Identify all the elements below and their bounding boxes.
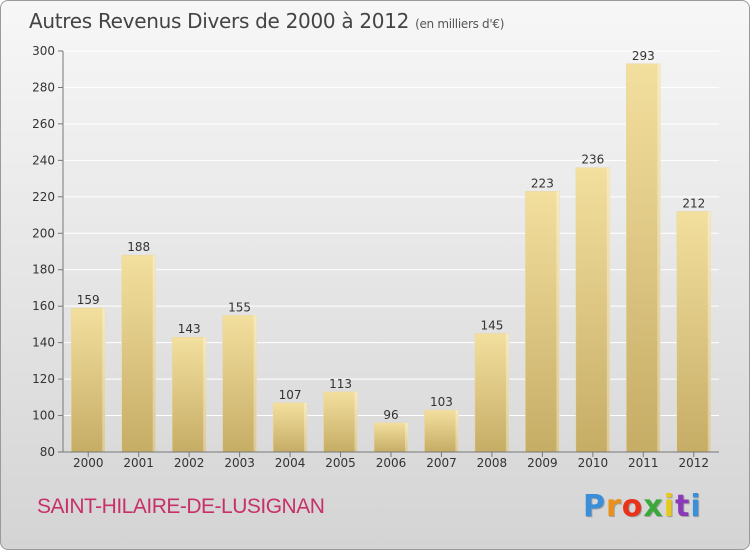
logo-letter: t <box>675 489 691 524</box>
y-tick-label: 220 <box>32 190 55 204</box>
x-tick-label: 2003 <box>224 456 255 470</box>
bar-2011 <box>626 63 661 453</box>
bar-highlight <box>354 391 358 452</box>
logo-letter: i <box>663 489 676 524</box>
x-tick-label: 2004 <box>275 456 306 470</box>
y-tick-label: 300 <box>32 44 55 58</box>
bar-highlight <box>304 402 308 452</box>
x-tick-label: 2010 <box>578 456 609 470</box>
bar-2000 <box>70 307 106 453</box>
data-label: 212 <box>682 196 705 210</box>
bar-2010 <box>575 167 611 453</box>
x-tick-label: 2002 <box>174 456 205 470</box>
bar-2007 <box>424 409 459 453</box>
bar-highlight <box>556 191 560 452</box>
bar-highlight <box>455 410 459 452</box>
bar-highlight <box>203 337 207 452</box>
bar-highlight <box>606 167 610 452</box>
axes <box>58 50 719 457</box>
data-label: 155 <box>228 300 251 314</box>
bar-2009 <box>525 191 560 453</box>
x-tick-label: 2011 <box>628 456 659 470</box>
chart-title-text: Autres Revenus Divers de 2000 à 2012 <box>29 9 410 33</box>
y-tick-label: 260 <box>32 117 55 131</box>
logo-letter: o <box>621 489 644 524</box>
x-tick-label: 2008 <box>477 456 508 470</box>
chart-subtitle: (en milliers d'€) <box>415 17 505 31</box>
y-tick-label: 140 <box>32 336 55 350</box>
data-label: 113 <box>329 377 352 391</box>
bar-highlight <box>505 333 509 452</box>
data-label: 223 <box>531 176 554 190</box>
logo-letter: P <box>583 489 606 524</box>
y-tick-label: 80 <box>40 445 55 459</box>
x-tick-label: 2007 <box>426 456 457 470</box>
bar-2008 <box>474 333 510 453</box>
y-tick-label: 100 <box>32 409 55 423</box>
bar-2001 <box>121 254 156 453</box>
bar-highlight <box>152 255 156 452</box>
x-tick-label: 2000 <box>73 456 104 470</box>
bar-2003 <box>222 315 257 453</box>
data-label: 143 <box>178 322 201 336</box>
y-tick-label: 200 <box>32 226 55 240</box>
bar-2006 <box>373 422 409 453</box>
data-label: 293 <box>632 49 655 63</box>
x-tick-label: 2001 <box>123 456 154 470</box>
x-tick-label: 2006 <box>376 456 407 470</box>
bar-highlight <box>707 211 711 452</box>
bar-2002 <box>171 336 207 453</box>
proxiti-logo[interactable]: Proxiti <box>583 489 702 524</box>
bar-highlight <box>102 308 106 452</box>
data-label: 145 <box>480 319 503 333</box>
data-label: 107 <box>279 388 302 402</box>
bar-2012 <box>676 211 712 453</box>
bar-highlight <box>405 422 408 452</box>
y-tick-label: 120 <box>32 372 55 386</box>
logo-letter: i <box>690 489 702 524</box>
bar-2005 <box>323 391 358 453</box>
data-label: 96 <box>383 408 398 422</box>
bar-highlight <box>657 63 661 452</box>
logo-letter: r <box>606 489 622 524</box>
labels: 80 100 120 140 160 180 200 220 240 260 280 300 159 20… <box>32 44 709 470</box>
data-label: 159 <box>77 293 100 307</box>
bar-2004 <box>272 402 308 453</box>
logo-letter: x <box>643 489 664 524</box>
y-tick-label: 160 <box>32 299 55 313</box>
x-tick-label: 2012 <box>678 456 709 470</box>
location-name: SAINT-HILAIRE-DE-LUSIGNAN <box>37 495 325 518</box>
y-tick-label: 180 <box>32 263 55 277</box>
y-tick-label: 280 <box>32 80 55 94</box>
data-label: 188 <box>127 240 150 254</box>
x-tick-label: 2005 <box>325 456 356 470</box>
data-label: 103 <box>430 395 453 409</box>
chart-title: Autres Revenus Divers de 2000 à 2012 (en … <box>29 9 504 33</box>
bar-highlight <box>253 315 257 452</box>
y-tick-label: 240 <box>32 153 55 167</box>
x-tick-label: 2009 <box>527 456 558 470</box>
data-label: 236 <box>581 153 604 167</box>
grid-lines <box>63 50 719 417</box>
bars <box>70 63 712 453</box>
